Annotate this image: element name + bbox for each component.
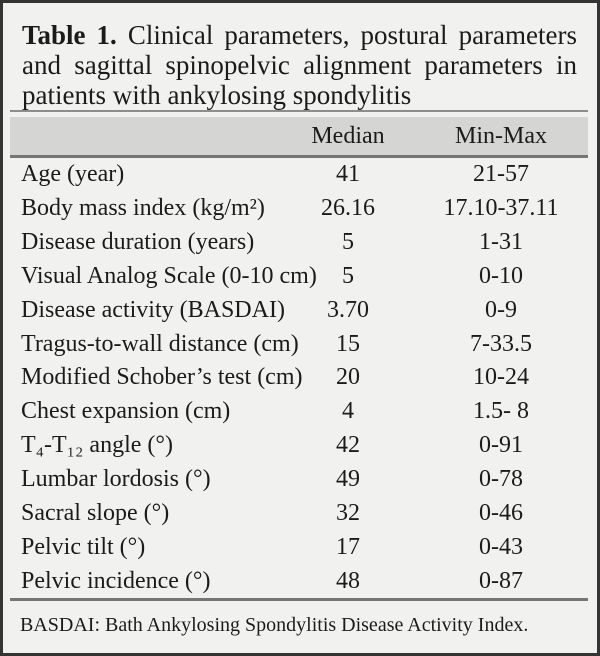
table-row: Pelvic incidence (°) 48 0-87: [10, 564, 588, 598]
row-label: Disease duration (years): [21, 229, 255, 256]
table-row: Chest expansion (cm) 4 1.5- 8: [10, 395, 588, 429]
caption-text-1: Clinical parameters, postural parameters: [127, 20, 577, 50]
table-footnote: BASDAI: Bath Ankylosing Spondylitis Dise…: [20, 614, 529, 636]
median-value: 15: [336, 330, 360, 357]
table-row: Modified Schober’s test (cm) 20 10-24: [10, 361, 588, 395]
median-value: 48: [336, 567, 360, 594]
table-header-row: Median Min-Max: [10, 117, 588, 155]
table-row: Disease duration (years) 5 1-31: [10, 226, 588, 260]
table-row: Disease activity (BASDAI) 3.70 0-9: [10, 293, 588, 327]
row-label: T₄-T₁₂ angle (°): [21, 432, 173, 459]
header-rule: [10, 155, 588, 158]
minmax-value: 21-57: [473, 161, 529, 188]
median-value: 32: [336, 499, 360, 526]
row-label: Body mass index (kg/m²): [21, 195, 265, 222]
median-value: 41: [336, 161, 360, 188]
median-value: 4: [342, 398, 354, 425]
median-value: 42: [336, 432, 360, 459]
minmax-value: 0-9: [485, 296, 517, 323]
table-body: Age (year) 41 21-57 Body mass index (kg/…: [10, 158, 588, 598]
median-value: 17: [336, 533, 360, 560]
row-label: Chest expansion (cm): [21, 398, 231, 425]
table-number: Table 1.: [22, 20, 117, 50]
table-row: Sacral slope (°) 32 0-46: [10, 496, 588, 530]
table-row: Tragus-to-wall distance (cm) 15 7-33.5: [10, 327, 588, 361]
row-label: Pelvic tilt (°): [21, 533, 146, 560]
table-row: Pelvic tilt (°) 17 0-43: [10, 530, 588, 564]
table-row: Visual Analog Scale (0-10 cm) 5 0-10: [10, 260, 588, 294]
header-minmax: Min-Max: [455, 122, 547, 149]
caption-line-2: and sagittal spinopelvic alignment param…: [22, 50, 577, 80]
median-value: 5: [342, 262, 354, 289]
median-value: 3.70: [327, 296, 369, 323]
table-row: Age (year) 41 21-57: [10, 158, 588, 192]
row-label: Visual Analog Scale (0-10 cm): [21, 262, 317, 289]
caption-line-3: patients with ankylosing spondylitis: [22, 80, 412, 110]
minmax-value: 17.10-37.11: [443, 195, 559, 222]
table-row: Body mass index (kg/m²) 26.16 17.10-37.1…: [10, 192, 588, 226]
median-value: 20: [336, 364, 360, 391]
minmax-value: 0-78: [479, 466, 523, 493]
table-row: Lumbar lordosis (°) 49 0-78: [10, 463, 588, 497]
row-label: Modified Schober’s test (cm): [21, 364, 303, 391]
minmax-value: 0-43: [479, 533, 523, 560]
row-label: Tragus-to-wall distance (cm): [21, 330, 299, 357]
minmax-value: 1-31: [479, 229, 523, 256]
minmax-value: 0-91: [479, 432, 523, 459]
table-caption: Table 1. Clinical parameters, postural p…: [3, 3, 597, 110]
footer-rule: [10, 598, 588, 601]
median-value: 49: [336, 466, 360, 493]
minmax-value: 10-24: [473, 364, 529, 391]
row-label: Age (year): [21, 161, 125, 188]
header-median: Median: [311, 122, 385, 149]
table-row: T₄-T₁₂ angle (°) 42 0-91: [10, 429, 588, 463]
minmax-value: 0-46: [479, 499, 523, 526]
row-label: Sacral slope (°): [21, 499, 170, 526]
median-value: 26.16: [321, 195, 375, 222]
row-label: Pelvic incidence (°): [21, 567, 211, 594]
top-rule: [10, 110, 588, 112]
row-label: Disease activity (BASDAI): [21, 296, 285, 323]
row-label: Lumbar lordosis (°): [21, 466, 211, 493]
minmax-value: 0-87: [479, 567, 523, 594]
median-value: 5: [342, 229, 354, 256]
minmax-value: 1.5- 8: [473, 398, 529, 425]
minmax-value: 0-10: [479, 262, 523, 289]
caption-line-1: Table 1. Clinical parameters, postural p…: [22, 20, 577, 50]
minmax-value: 7-33.5: [470, 330, 532, 357]
